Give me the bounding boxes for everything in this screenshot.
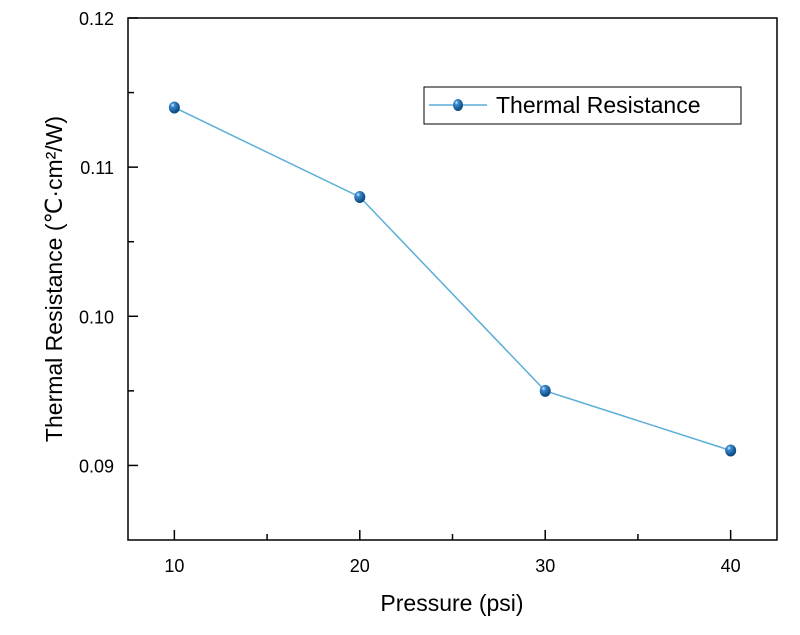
series-line	[174, 106, 731, 452]
x-tick-label: 40	[721, 556, 741, 576]
x-tick-label: 20	[350, 556, 370, 576]
data-point	[354, 190, 366, 203]
x-tick-label: 10	[164, 556, 184, 576]
data-point	[168, 101, 180, 114]
y-tick-label: 0.09	[79, 456, 114, 476]
x-tick-label: 30	[535, 556, 555, 576]
y-tick-label: 0.12	[79, 9, 114, 29]
data-point	[725, 444, 737, 457]
axis-ticks: 10 20 30 40 0.09 0.10 0.11 0.12	[79, 9, 741, 576]
legend-marker	[453, 99, 463, 111]
legend: Thermal Resistance	[423, 86, 742, 125]
data-point	[539, 384, 551, 397]
series-layer	[168, 101, 737, 457]
y-tick-label: 0.10	[79, 307, 114, 327]
y-tick-label: 0.11	[80, 158, 114, 178]
y-axis-label: Thermal Resistance (℃·cm²/W)	[41, 116, 67, 442]
x-axis-label: Pressure (psi)	[380, 590, 523, 616]
legend-label: Thermal Resistance	[496, 92, 701, 118]
